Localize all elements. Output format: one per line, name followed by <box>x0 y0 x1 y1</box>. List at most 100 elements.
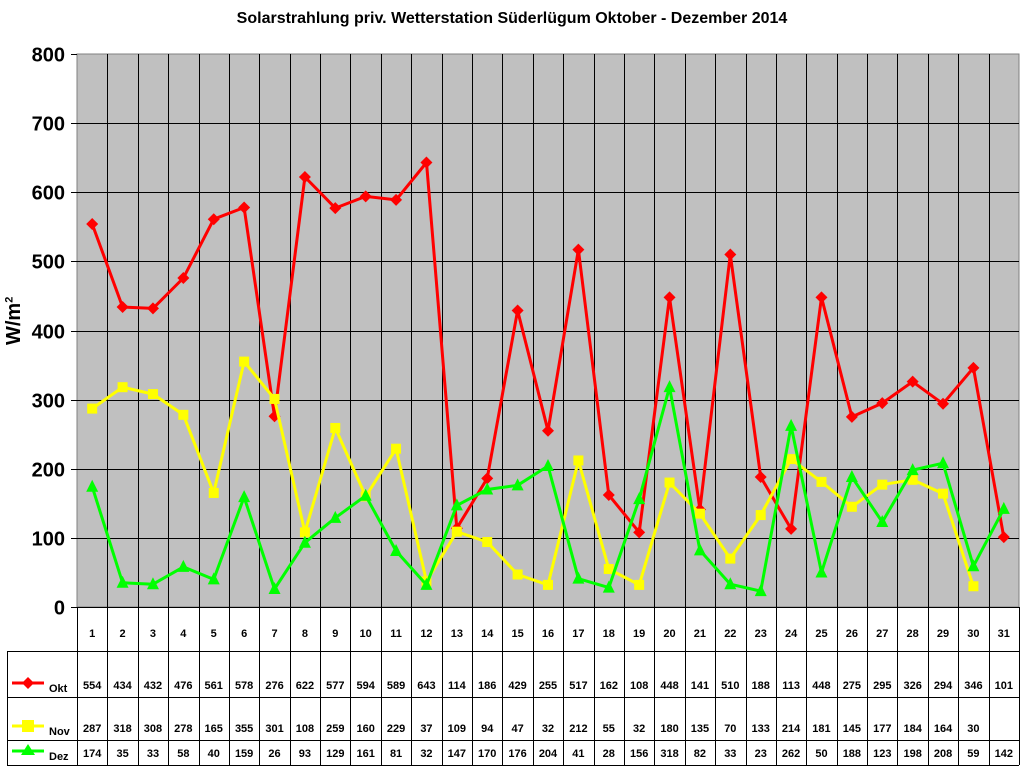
category-label: 28 <box>907 628 919 640</box>
table-cell: 287 <box>83 723 101 735</box>
gridlines <box>77 54 1019 608</box>
triangle-marker <box>268 582 281 595</box>
square-marker <box>147 389 158 400</box>
category-label: 12 <box>420 628 432 640</box>
category-label: 13 <box>451 628 463 640</box>
square-marker <box>603 563 614 574</box>
table-cell: 113 <box>782 680 800 692</box>
diamond-marker <box>511 304 524 317</box>
triangle-marker <box>602 580 615 593</box>
table-cell: 212 <box>569 723 587 735</box>
diamond-marker <box>542 424 554 437</box>
diamond-marker <box>663 291 676 304</box>
category-label: 6 <box>241 628 247 640</box>
table-cell: 30 <box>967 723 979 735</box>
table-cell: 174 <box>83 748 102 760</box>
category-label: 7 <box>271 628 277 640</box>
diamond-marker <box>146 302 159 315</box>
diamond-marker <box>329 202 342 215</box>
table-cell: 142 <box>995 748 1013 760</box>
table-cell: 275 <box>843 680 861 692</box>
legend-square-icon <box>22 720 34 732</box>
table-cell: 23 <box>755 748 767 760</box>
table-cell: 164 <box>934 723 953 735</box>
table-cell: 589 <box>387 680 405 692</box>
square-marker <box>694 508 705 519</box>
square-marker <box>664 477 675 488</box>
triangle-marker <box>785 418 798 431</box>
table-cell: 161 <box>356 748 374 760</box>
square-marker <box>239 356 250 367</box>
table-cell: 510 <box>721 680 739 692</box>
diamond-marker <box>967 361 980 374</box>
diamond-marker <box>420 156 433 169</box>
table-cell: 33 <box>724 748 736 760</box>
table-cell: 70 <box>724 723 736 735</box>
table-cell: 176 <box>508 748 526 760</box>
table-cell: 32 <box>420 748 432 760</box>
table-cell: 214 <box>782 723 801 735</box>
triangle-marker <box>572 571 585 584</box>
table-cell: 278 <box>174 723 192 735</box>
table-cell: 318 <box>113 723 131 735</box>
table-cell: 177 <box>873 723 891 735</box>
table-cell: 434 <box>113 680 132 692</box>
category-label: 8 <box>302 628 308 640</box>
table-cell: 448 <box>660 680 678 692</box>
square-marker <box>816 476 827 487</box>
table-cell: 346 <box>964 680 982 692</box>
table-cell: 141 <box>691 680 709 692</box>
table-cell: 37 <box>420 723 432 735</box>
table-cell: 208 <box>934 748 952 760</box>
table-cell: 355 <box>235 723 253 735</box>
square-marker <box>907 474 918 485</box>
square-marker <box>178 409 189 420</box>
square-marker <box>512 569 523 580</box>
table-cell: 35 <box>116 748 128 760</box>
category-label: 17 <box>572 628 584 640</box>
diamond-marker <box>359 190 372 203</box>
square-marker <box>938 488 949 499</box>
y-axis: 0 100 200 300 400 500 600 700 800 <box>32 45 77 620</box>
table-cell: 26 <box>268 748 280 760</box>
triangle-marker <box>754 584 767 597</box>
table-cell: 58 <box>177 748 189 760</box>
category-label: 2 <box>120 628 126 640</box>
table-cell: 108 <box>296 723 314 735</box>
square-marker <box>968 581 979 592</box>
table-cell: 476 <box>174 680 192 692</box>
category-label: 25 <box>815 628 827 640</box>
table-cell: 295 <box>873 680 891 692</box>
diamond-marker <box>177 271 190 284</box>
series-dez <box>86 380 1010 597</box>
square-marker <box>451 526 462 537</box>
triangle-marker <box>481 482 494 495</box>
square-marker <box>634 579 645 590</box>
data-table: 1 2 3 4 5 6 7 8 9 10 11 12 13 14 15 16 17 18 19 20 21 22 23 24 2… <box>7 607 1020 766</box>
triangle-marker <box>238 490 251 503</box>
table-cell: 622 <box>296 680 314 692</box>
category-label: 31 <box>998 628 1010 640</box>
diamond-marker <box>116 300 129 313</box>
category-label: 9 <box>332 628 338 640</box>
series-line <box>91 360 975 587</box>
square-marker <box>482 537 493 548</box>
table-cell: 32 <box>542 723 554 735</box>
square-marker <box>725 553 736 564</box>
y-tick-label: 800 <box>32 45 65 67</box>
triangle-marker <box>329 510 342 523</box>
table-cell: 262 <box>782 748 800 760</box>
table-cell: 180 <box>660 723 678 735</box>
triangle-marker <box>876 514 889 527</box>
table-cell: 594 <box>356 680 375 692</box>
table-cell: 109 <box>448 723 466 735</box>
legend-label: Dez <box>49 751 69 763</box>
square-marker <box>877 479 888 490</box>
triangle-marker <box>298 535 311 548</box>
table-cell: 188 <box>752 680 770 692</box>
table-cell: 162 <box>600 680 618 692</box>
table-cell: 55 <box>603 723 615 735</box>
square-marker <box>846 501 857 512</box>
diamond-marker <box>724 248 737 261</box>
triangle-marker <box>359 488 372 501</box>
